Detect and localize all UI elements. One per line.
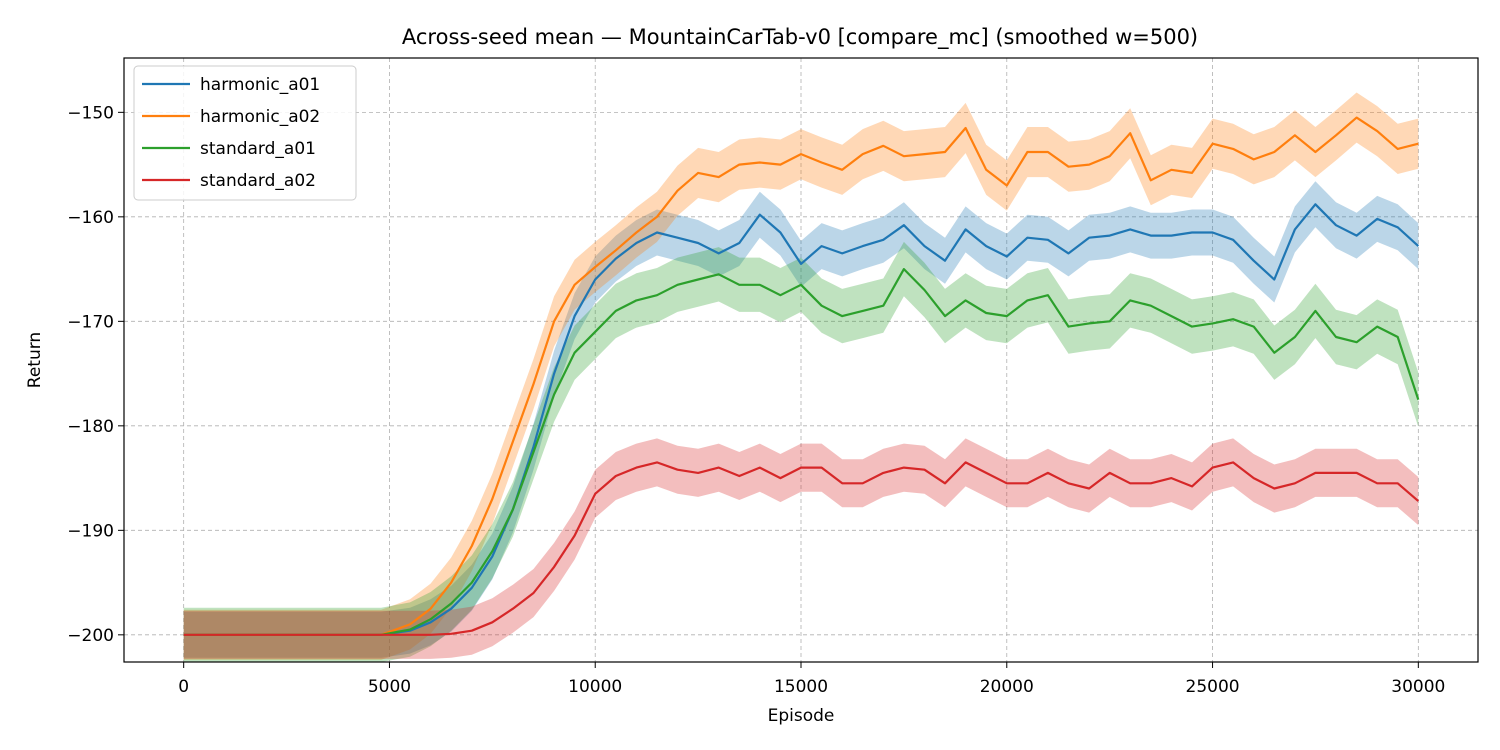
series-line-harmonic_a01 (183, 203, 1420, 636)
band-standard_a02 (183, 438, 1419, 659)
series-lines (183, 116, 1420, 636)
legend-entry: harmonic_a02 (200, 107, 320, 127)
legend-entry: standard_a02 (200, 171, 316, 191)
x-axis-label: Episode (768, 706, 835, 726)
x-axis-ticks: 0 5000 10000 15000 20000 25000 30000 (178, 662, 1445, 697)
series-line-harmonic_a02 (183, 116, 1419, 636)
y-tick-label: −190 (67, 521, 114, 541)
y-tick-label: −150 (67, 103, 114, 123)
series-line-standard_a02 (183, 461, 1420, 636)
x-tick-label: 25000 (1186, 677, 1240, 697)
chart-title: Across-seed mean — MountainCarTab-v0 [co… (402, 25, 1198, 50)
x-tick-label: 10000 (568, 677, 622, 697)
legend: harmonic_a01 harmonic_a02 standard_a01stan… (133, 65, 357, 201)
y-tick-label: −180 (67, 417, 114, 437)
grid (124, 58, 1478, 662)
x-tick-label: 30000 (1391, 677, 1445, 697)
legend-entry: harmonic_a01 (200, 75, 320, 95)
x-tick-label: 5000 (368, 677, 411, 697)
y-axis-label: Return (25, 332, 45, 388)
legend-box (133, 65, 357, 201)
y-tick-label: −200 (67, 626, 114, 646)
x-tick-label: 15000 (774, 677, 828, 697)
y-axis-ticks: −200 −190 −180 −170 −160 −150 (67, 103, 124, 646)
y-tick-label: −170 (67, 312, 114, 332)
series-line-standard_a01 (183, 268, 1420, 636)
legend-entry: standard_a01 (200, 139, 316, 159)
y-tick-label: −160 (67, 208, 114, 228)
x-tick-label: 20000 (980, 677, 1034, 697)
band-harmonic_a01 (183, 181, 1419, 658)
x-tick-label: 0 (178, 677, 189, 697)
band-harmonic_a02 (183, 92, 1419, 660)
